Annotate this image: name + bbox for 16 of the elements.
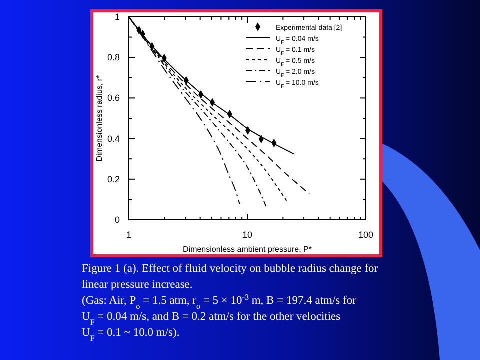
x-tick-label: 10 (242, 230, 253, 240)
text: linear pressure increase. (82, 279, 193, 291)
text: (Gas: Air, P$_{o}$ = 1.5 atm, r$_{o}$ = 5 × 10$^{-3}$ m, B = 197.4 atm/s for (82, 292, 357, 310)
y-axis-title: Dimensionless radius, r* (95, 75, 104, 162)
text: U$_{F}$ = 0.04 m/s, and B = 0.2 atm/s for the other velocities (82, 311, 342, 326)
y-tick-label: 0.6 (107, 93, 120, 104)
x-axis-title: Dimensionless ambient pressure, P* (183, 245, 312, 254)
y-tick-label: 0.4 (107, 134, 120, 144)
y-tick-label: 0.2 (107, 174, 120, 184)
y-tick-label: 1 (114, 12, 120, 22)
caption: Figure 1 (a). Effect of fluid velocity on bubble radius change for (82, 263, 378, 275)
x-tick-label: 1 (126, 230, 132, 240)
y-tick-label: 0 (114, 215, 120, 225)
text: U$_{F}$ = 0.1 ~ 10.0 m/s). (82, 327, 180, 342)
x-tick-label: 100 (358, 230, 374, 240)
y-tick-label: 0.8 (107, 52, 120, 63)
